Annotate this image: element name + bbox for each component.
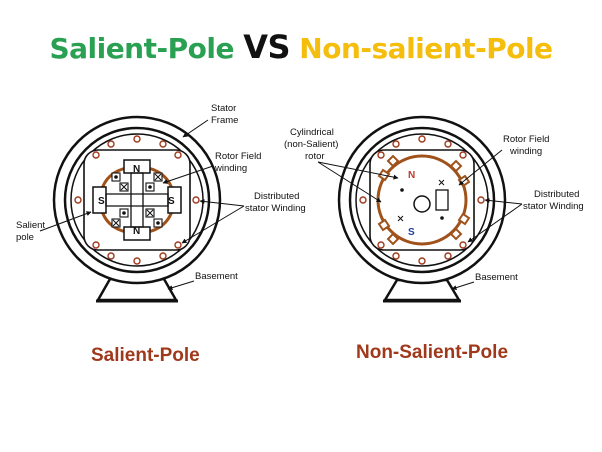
stator-conductors-right <box>359 135 485 265</box>
salient-rotor: N N S S <box>92 159 182 241</box>
pole-n-bottom: N <box>133 226 140 237</box>
label-stator-frame-1: Stator <box>211 103 236 114</box>
label-salient-1: Salient <box>16 220 45 231</box>
label-rotor-field-right-1: Rotor Field <box>503 134 549 145</box>
salient-pole-machine: N N S S Stator Frame Rotor Field winding… <box>16 103 306 303</box>
stator-left <box>70 133 204 267</box>
stator-conductors-left <box>74 135 200 265</box>
pole-s-left: S <box>98 196 105 207</box>
pole-s-right: S <box>168 196 175 207</box>
pole-n: N <box>408 170 415 181</box>
caption-non-salient-pole: Non-Salient-Pole <box>356 342 509 363</box>
label-rotor-field-1: Rotor Field <box>215 151 261 162</box>
title-non-salient-pole: Non-salient-Pole <box>299 32 553 65</box>
cylindrical-rotor: N S <box>376 154 471 246</box>
label-salient-2: pole <box>16 232 34 243</box>
title-vs: VS <box>243 28 291 66</box>
label-distributed-right-2: stator Winding <box>523 201 584 212</box>
pole-n-top: N <box>133 164 140 175</box>
label-basement-left: Basement <box>195 271 238 282</box>
title-salient-pole: Salient-Pole <box>49 32 234 65</box>
label-distributed-1: Distributed <box>254 191 299 202</box>
label-cylindrical-1: Cylindrical <box>290 127 334 138</box>
label-rotor-field-right-2: winding <box>509 146 542 157</box>
label-stator-frame-2: Frame <box>211 115 238 126</box>
pole-s: S <box>408 227 415 238</box>
label-rotor-field-2: winding <box>214 163 247 174</box>
label-cylindrical-3: rotor <box>305 151 325 162</box>
label-distributed-right-1: Distributed <box>534 189 579 200</box>
page-title: Salient-Pole VS Non-salient-Pole <box>0 28 602 66</box>
label-distributed-2: stator Winding <box>245 203 306 214</box>
label-cylindrical-2: (non-Salient) <box>284 139 338 150</box>
label-basement-right: Basement <box>475 272 518 283</box>
caption-salient-pole: Salient-Pole <box>91 345 200 366</box>
non-salient-pole-machine: N S Cylindrical (non-Salient) rotor Roto… <box>284 115 584 303</box>
